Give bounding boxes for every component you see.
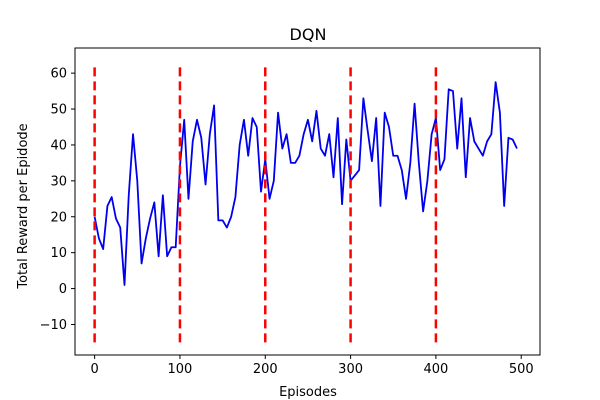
x-tick-label-200: 200 <box>253 362 278 377</box>
chart-title: DQN <box>290 25 327 44</box>
x-axis-label: Episodes <box>279 385 337 400</box>
y-tick-label-60: 60 <box>50 67 67 82</box>
y-tick-label-0: 0 <box>59 282 67 297</box>
y-tick-label-20: 20 <box>50 210 67 225</box>
y-tick-label--10: −10 <box>40 318 67 333</box>
plot-area: 0 100 200 300 400 500 −10 0 10 20 30 40 50 60 <box>40 47 541 377</box>
x-tick-label-400: 400 <box>423 362 448 377</box>
y-tick-label-10: 10 <box>50 246 67 261</box>
x-tick-label-300: 300 <box>338 362 363 377</box>
x-tick-label-500: 500 <box>509 362 534 377</box>
y-tick-label-50: 50 <box>50 103 67 118</box>
y-axis-label: Total Reward per Epidode <box>16 123 31 289</box>
y-tick-label-30: 30 <box>50 174 67 189</box>
series-line-0 <box>93 81 518 286</box>
plot-frame <box>74 47 541 356</box>
x-tick-label-0: 0 <box>90 362 98 377</box>
y-tick-label-40: 40 <box>50 138 67 153</box>
x-tick-label-100: 100 <box>168 362 193 377</box>
